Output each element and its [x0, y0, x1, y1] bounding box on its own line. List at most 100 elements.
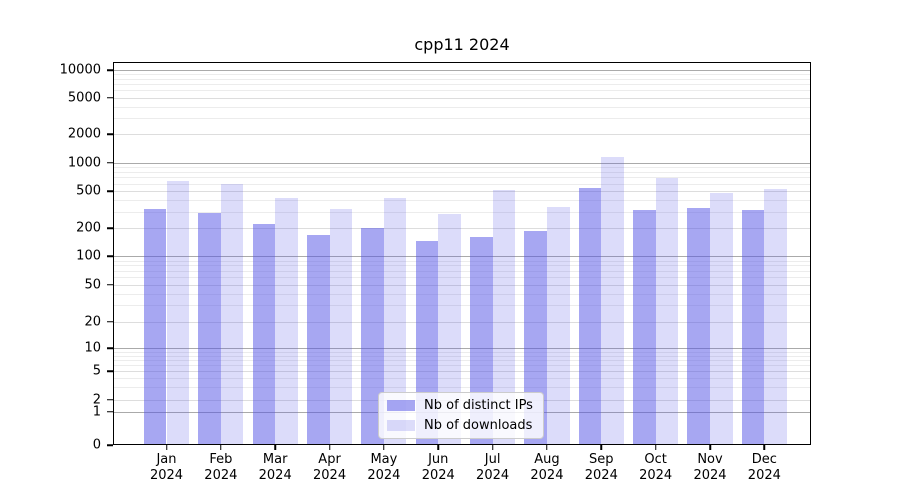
gridline: [113, 74, 811, 76]
x-tick-mark: [491, 445, 494, 450]
y-tick-mark: [107, 227, 113, 230]
gridline: [113, 90, 811, 92]
bar-downloads: [383, 197, 407, 445]
x-tick-mark: [328, 445, 331, 450]
gridline: [113, 171, 811, 173]
y-tick-mark: [107, 255, 113, 258]
bar-downloads: [710, 192, 733, 445]
gridline: [113, 84, 811, 86]
y-tick-mark: [107, 161, 113, 164]
gridline: [113, 70, 811, 71]
gridline: [113, 277, 811, 279]
gridline: [113, 200, 811, 202]
gridline: [113, 177, 811, 179]
y-tick-mark: [107, 190, 113, 192]
x-tick-label: Jan 2024: [149, 452, 184, 483]
legend-item-distinct-ips: Nb of distinct IPs: [387, 399, 533, 412]
y-tick-label: 100: [76, 248, 101, 264]
y-tick-mark: [107, 370, 113, 373]
legend-label-downloads: Nb of downloads: [424, 418, 533, 433]
bar-downloads: [329, 209, 353, 445]
y-tick-mark: [107, 133, 113, 135]
gridline: [113, 378, 811, 380]
x-tick-label: Jul 2024: [476, 452, 510, 483]
gridline: [113, 359, 811, 361]
bar-distinct-ips: [198, 213, 221, 445]
gridline: [113, 371, 811, 373]
y-tick-label: 20: [84, 314, 101, 330]
y-tick-label: 2000: [67, 126, 101, 142]
y-tick-mark: [107, 398, 113, 401]
y-tick-mark: [107, 283, 113, 286]
gridline: [113, 387, 811, 389]
y-tick-label: 5: [92, 363, 101, 379]
gridline: [113, 134, 811, 135]
gridline: [113, 117, 811, 119]
bar-distinct-ips: [687, 207, 710, 445]
bar-downloads: [764, 188, 787, 445]
y-tick-label: 10000: [59, 62, 101, 78]
x-tick-label: Apr 2024: [313, 452, 347, 483]
gridline: [113, 260, 811, 262]
gridline: [113, 355, 811, 357]
legend-swatch-downloads: [387, 420, 415, 431]
x-tick-mark: [165, 445, 168, 450]
x-tick-label: Aug 2024: [530, 452, 564, 483]
y-tick-label: 50: [84, 277, 101, 293]
bar-downloads: [655, 178, 679, 445]
gridline: [113, 183, 811, 185]
gridline: [113, 265, 811, 267]
legend-item-downloads: Nb of downloads: [387, 419, 533, 432]
legend: Nb of distinct IPs Nb of downloads: [378, 392, 544, 439]
y-tick-label: 1: [92, 404, 101, 419]
bar-distinct-ips: [578, 187, 602, 445]
gridline: [113, 78, 811, 80]
gridline: [113, 97, 811, 99]
bar-distinct-ips: [306, 234, 330, 445]
gridline: [113, 348, 811, 349]
x-tick-mark: [274, 445, 276, 450]
x-tick-mark: [763, 445, 766, 450]
x-tick-label: Sep 2024: [584, 452, 618, 483]
bar-distinct-ips: [741, 210, 765, 445]
gridline: [113, 351, 811, 353]
bar-downloads: [601, 156, 624, 445]
y-tick-mark: [107, 96, 113, 99]
y-tick-label: 200: [76, 220, 101, 236]
gridline: [113, 166, 811, 168]
x-tick-mark: [654, 445, 657, 450]
gridline: [113, 305, 811, 307]
legend-swatch-distinct-ips: [387, 400, 415, 411]
bar-distinct-ips: [633, 210, 656, 445]
x-tick-mark: [437, 445, 439, 450]
plot-area: Nb of distinct IPs Nb of downloads: [113, 62, 811, 445]
y-tick-label: 10: [84, 340, 101, 356]
y-tick-mark: [107, 69, 113, 71]
y-tick-mark: [107, 347, 113, 349]
y-tick-label: 2: [92, 392, 101, 407]
x-tick-label: Oct 2024: [639, 452, 673, 483]
x-tick-label: May 2024: [367, 452, 401, 483]
gridline: [113, 106, 811, 108]
bar-distinct-ips: [361, 228, 384, 445]
y-tick-label: 5000: [67, 90, 101, 106]
gridline: [113, 284, 811, 286]
x-tick-label: Mar 2024: [258, 452, 292, 483]
bar-downloads: [438, 213, 461, 445]
x-tick-label: Dec 2024: [747, 452, 781, 483]
gridline: [113, 228, 811, 230]
x-tick-mark: [709, 445, 711, 450]
gridline: [113, 270, 811, 272]
y-tick-label: 1000: [67, 155, 101, 170]
gridline: [113, 293, 811, 295]
gridline: [113, 321, 811, 323]
x-tick-mark: [220, 445, 222, 450]
x-tick-mark: [383, 445, 385, 450]
bar-downloads: [220, 184, 244, 445]
bar-downloads: [275, 198, 298, 445]
bar-downloads: [166, 180, 190, 445]
gridline: [113, 162, 811, 164]
legend-label-distinct-ips: Nb of distinct IPs: [424, 398, 533, 413]
bars-layer: [113, 62, 811, 445]
